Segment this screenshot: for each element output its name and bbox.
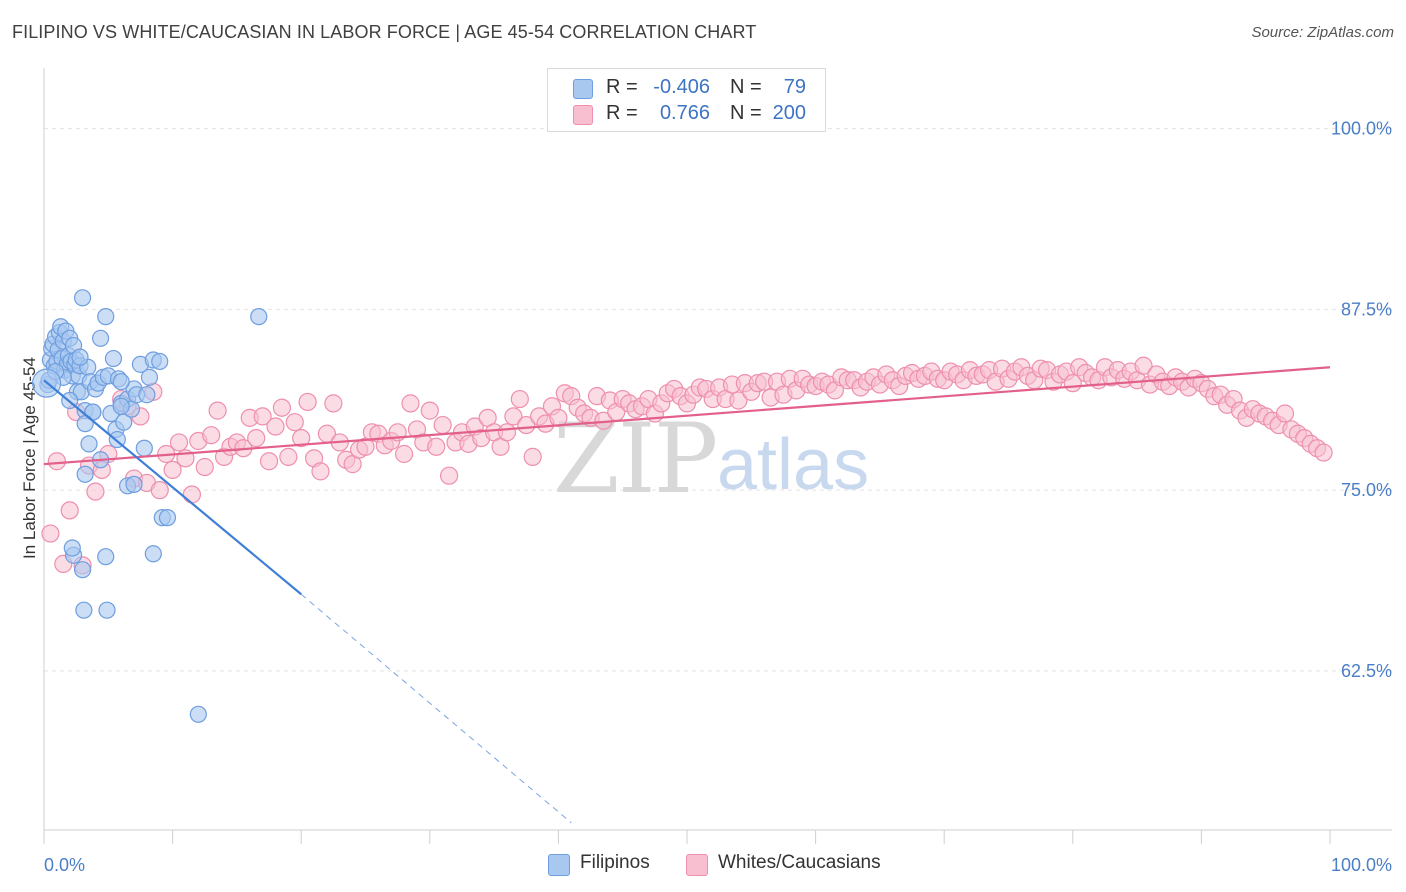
point-whites [272, 398, 292, 417]
point-filipinos [73, 561, 92, 579]
legend-swatch-filipinos [573, 79, 593, 99]
legend-n-label: N = [730, 76, 762, 98]
point-whites [1314, 443, 1333, 462]
legend-n-value: 200 [772, 102, 806, 124]
point-whites [729, 391, 748, 410]
series-label-whites: Whites/Caucasians [718, 852, 881, 873]
point-whites [497, 423, 517, 442]
point-whites [324, 394, 343, 413]
legend-n-value: 79 [783, 76, 806, 98]
point-whites [86, 482, 105, 501]
point-whites [517, 415, 536, 435]
y-tick-label: 62.5% [1341, 661, 1392, 681]
legend-r-label: R = [606, 76, 638, 98]
legend-r-label: R = [606, 102, 638, 124]
point-filipinos [112, 397, 130, 415]
point-filipinos [140, 368, 159, 386]
y-tick-label: 100.0% [1331, 119, 1392, 139]
point-whites [1134, 356, 1153, 375]
legend-swatch-whites [573, 105, 593, 125]
series-label-filipinos: Filipinos [580, 852, 650, 873]
point-filipinos [135, 439, 153, 457]
point-filipinos [189, 705, 207, 723]
point-whites [208, 401, 227, 420]
point-whites [439, 466, 459, 485]
trendline-filipinos [43, 379, 302, 596]
point-whites [150, 481, 169, 500]
point-whites [510, 389, 529, 409]
correlation-legend: R = -0.406 N = 79 R = 0.766 N = 200 [547, 68, 826, 132]
point-whites [504, 407, 523, 426]
point-whites [298, 392, 317, 412]
trendline-filipinos-extension [300, 593, 572, 824]
point-filipinos [151, 352, 169, 371]
point-filipinos [98, 601, 116, 619]
watermark-atlas: atlas [717, 425, 869, 505]
point-whites [292, 428, 311, 448]
point-whites [427, 437, 446, 456]
point-whites [523, 447, 542, 466]
point-whites [41, 524, 60, 543]
point-filipinos [158, 509, 177, 527]
point-filipinos [75, 601, 93, 619]
point-whites [247, 428, 266, 448]
point-filipinos [71, 348, 89, 366]
point-whites [311, 462, 330, 481]
point-whites [266, 417, 285, 436]
chart-title: FILIPINO VS WHITE/CAUCASIAN IN LABOR FOR… [12, 22, 757, 42]
point-whites [182, 485, 201, 504]
legend-r-value: -0.406 [653, 76, 710, 98]
point-filipinos [76, 465, 94, 483]
series-legend: Filipinos Whites/Caucasians [0, 852, 1406, 878]
point-whites [169, 433, 189, 452]
point-filipinos [104, 349, 123, 368]
point-whites [47, 452, 66, 471]
point-whites [433, 415, 452, 435]
point-filipinos [97, 548, 115, 566]
series-swatch-filipinos [548, 854, 570, 876]
point-filipinos [138, 386, 156, 404]
legend-n-label: N = [730, 102, 762, 124]
point-filipinos [125, 475, 143, 493]
x-tick-label: 100.0% [1331, 855, 1392, 875]
point-filipinos [250, 308, 268, 326]
point-filipinos [80, 435, 98, 453]
series-swatch-whites [686, 854, 708, 876]
trendline-whites [43, 366, 1331, 466]
point-whites [401, 394, 420, 413]
point-filipinos [91, 329, 110, 347]
point-whites [253, 407, 272, 426]
point-whites [195, 457, 214, 477]
point-whites [394, 444, 414, 464]
point-whites [285, 413, 304, 432]
point-whites [549, 408, 568, 427]
point-whites [279, 447, 298, 466]
point-filipinos [144, 545, 162, 563]
point-filipinos [73, 289, 92, 307]
source-note: Source: ZipAtlas.com [1251, 24, 1394, 41]
point-whites [163, 460, 182, 480]
point-filipinos [63, 539, 81, 557]
point-filipinos [112, 373, 130, 391]
y-tick-label: 75.0% [1341, 480, 1392, 500]
x-tick-label: 0.0% [44, 855, 85, 875]
point-whites [202, 426, 221, 445]
legend-r-value: 0.766 [659, 102, 710, 124]
y-tick-label: 87.5% [1341, 299, 1392, 319]
point-whites [1275, 404, 1295, 423]
legend-row-filipinos: R = -0.406 N = 79 [548, 75, 825, 101]
legend-row-whites: R = 0.766 N = 200 [548, 101, 825, 127]
point-filipinos [97, 308, 115, 326]
point-whites [60, 501, 79, 520]
point-whites [259, 452, 279, 471]
point-whites [420, 401, 439, 420]
